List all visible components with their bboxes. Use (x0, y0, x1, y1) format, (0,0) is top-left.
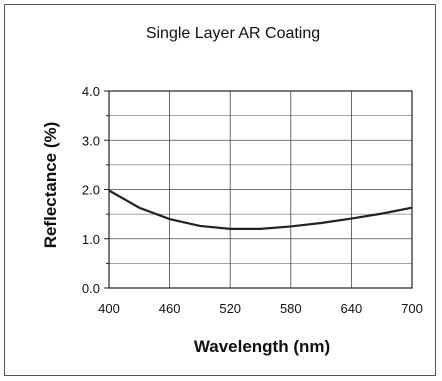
y-axis-label: Reflectance (%) (41, 122, 60, 249)
grid-lines (109, 91, 412, 288)
x-tick-label: 700 (401, 301, 423, 316)
x-tick-label: 520 (219, 301, 241, 316)
x-tick-label: 640 (341, 301, 363, 316)
y-tick-labels: 0.0 1.0 2.0 3.0 4.0 (82, 84, 100, 296)
y-tick-label: 2.0 (82, 183, 100, 198)
tick-marks (104, 90, 109, 289)
x-tick-label: 460 (159, 301, 181, 316)
y-tick-label: 1.0 (82, 232, 100, 247)
x-tick-label: 580 (280, 301, 302, 316)
y-tick-label: 4.0 (82, 84, 100, 99)
x-tick-labels: 400 460 520 580 640 700 (98, 301, 423, 316)
y-tick-label: 3.0 (82, 133, 100, 148)
chart-title: Single Layer AR Coating (146, 25, 320, 42)
y-tick-label: 0.0 (82, 281, 100, 296)
chart-frame (4, 4, 436, 376)
x-tick-label: 400 (98, 301, 120, 316)
reflectance-curve (108, 189, 413, 230)
x-axis-label: Wavelength (nm) (194, 337, 330, 356)
